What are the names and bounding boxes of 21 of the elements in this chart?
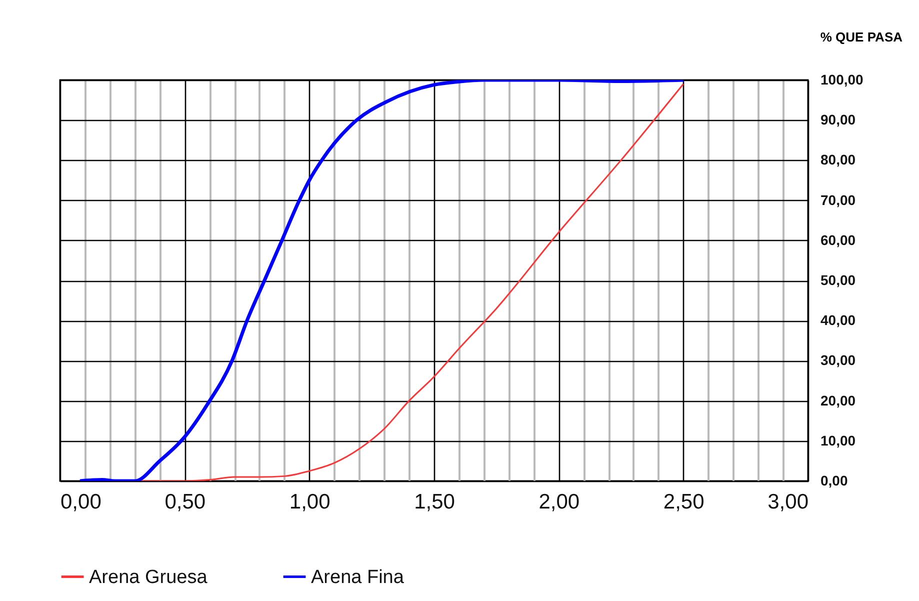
y-tick-label: 80,00 (820, 152, 856, 168)
y-tick-label: 100,00 (820, 72, 864, 88)
x-tick-label: 3,00 (768, 490, 808, 514)
x-tick-label: 2,50 (663, 490, 704, 514)
y-tick-label: 60,00 (820, 232, 856, 248)
legend-label: Arena Fina (311, 566, 404, 588)
x-tick-label: 2,00 (538, 490, 580, 514)
y-tick-label: 0,00 (820, 472, 848, 488)
x-tick-label: 1,50 (414, 490, 455, 514)
y-axis-title: % QUE PASA (820, 30, 904, 44)
legend-label: Arena Gruesa (89, 566, 208, 588)
y-tick-label: 40,00 (820, 312, 856, 328)
y-tick-label: 50,00 (820, 272, 856, 288)
y-tick-label: 70,00 (820, 192, 856, 208)
y-tick-label: 90,00 (820, 112, 856, 128)
y-tick-label: 10,00 (820, 432, 856, 448)
y-tick-label: 30,00 (820, 352, 856, 368)
x-tick-label: 1,00 (289, 490, 330, 514)
x-tick-label: 0,00 (60, 490, 102, 514)
x-tick-label: 0,50 (164, 490, 206, 514)
y-tick-label: 20,00 (820, 392, 856, 408)
